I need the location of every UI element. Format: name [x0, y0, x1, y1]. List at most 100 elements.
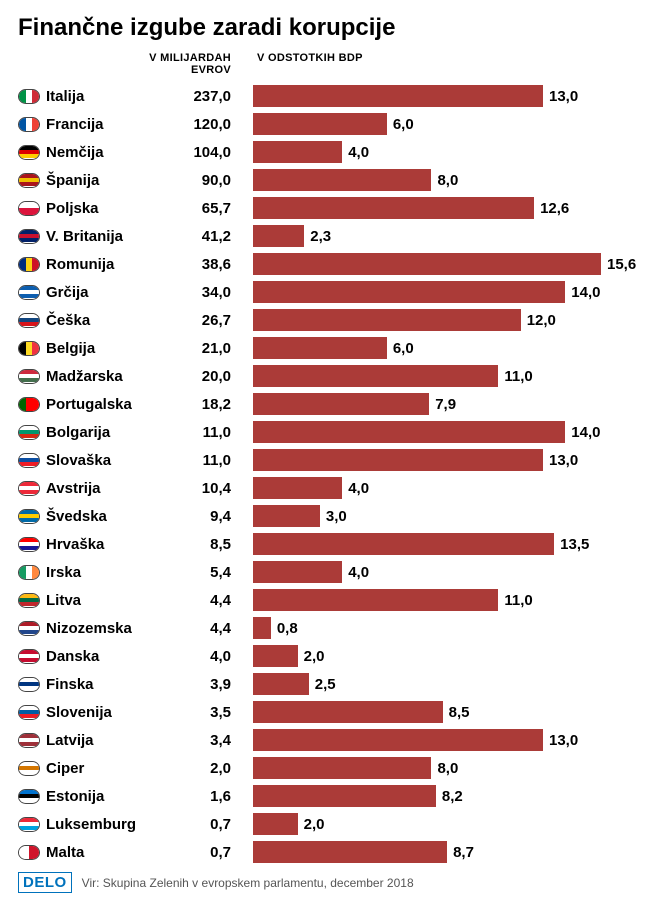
- value-billions: 8,5: [143, 536, 253, 553]
- bar-area: 11,0: [253, 586, 642, 614]
- value-billions: 4,0: [143, 648, 253, 665]
- value-billions: 4,4: [143, 592, 253, 609]
- value-billions: 0,7: [143, 816, 253, 833]
- bar: [253, 449, 543, 471]
- flag-icon: [18, 733, 40, 748]
- table-row: Nizozemska4,40,8: [18, 614, 642, 642]
- bar-area: 2,0: [253, 810, 642, 838]
- table-row: Finska3,92,5: [18, 670, 642, 698]
- bar-area: 3,0: [253, 502, 642, 530]
- value-billions: 104,0: [143, 144, 253, 161]
- country-name: Irska: [18, 564, 143, 581]
- footer: DELO Vir: Skupina Zelenih v evropskem pa…: [18, 872, 642, 893]
- country-name: Belgija: [18, 340, 143, 357]
- bar-area: 14,0: [253, 418, 642, 446]
- bar: [253, 365, 498, 387]
- header-value: V MILIJARDAH EVROV: [143, 52, 253, 76]
- flag-icon: [18, 89, 40, 104]
- pct-label: 13,0: [549, 88, 578, 105]
- flag-icon: [18, 453, 40, 468]
- flag-icon: [18, 649, 40, 664]
- bar: [253, 421, 565, 443]
- bar-area: 2,5: [253, 670, 642, 698]
- bar-area: 13,0: [253, 446, 642, 474]
- table-row: Bolgarija11,014,0: [18, 418, 642, 446]
- bar-area: 6,0: [253, 110, 642, 138]
- flag-icon: [18, 537, 40, 552]
- bar-area: 12,0: [253, 306, 642, 334]
- flag-icon: [18, 173, 40, 188]
- table-row: Italija237,013,0: [18, 82, 642, 110]
- pct-label: 13,0: [549, 452, 578, 469]
- bar: [253, 673, 309, 695]
- bar-area: 12,6: [253, 194, 642, 222]
- value-billions: 237,0: [143, 88, 253, 105]
- bar-area: 7,9: [253, 390, 642, 418]
- value-billions: 21,0: [143, 340, 253, 357]
- table-row: Danska4,02,0: [18, 642, 642, 670]
- bar: [253, 85, 543, 107]
- column-headers: V MILIJARDAH EVROV V ODSTOTKIH BDP: [18, 52, 642, 76]
- pct-label: 8,0: [437, 760, 458, 777]
- value-billions: 1,6: [143, 788, 253, 805]
- country-name: Litva: [18, 592, 143, 609]
- bar-area: 4,0: [253, 138, 642, 166]
- table-row: Francija120,06,0: [18, 110, 642, 138]
- country-name: Finska: [18, 676, 143, 693]
- bar: [253, 841, 447, 863]
- table-row: Nemčija104,04,0: [18, 138, 642, 166]
- bar: [253, 505, 320, 527]
- flag-icon: [18, 705, 40, 720]
- bar: [253, 253, 601, 275]
- table-row: Irska5,44,0: [18, 558, 642, 586]
- country-name: Malta: [18, 844, 143, 861]
- country-name: Hrvaška: [18, 536, 143, 553]
- country-name: Grčija: [18, 284, 143, 301]
- pct-label: 8,7: [453, 844, 474, 861]
- bar-area: 2,3: [253, 222, 642, 250]
- country-name: Slovaška: [18, 452, 143, 469]
- bar: [253, 113, 387, 135]
- logo-delo: DELO: [18, 872, 72, 893]
- pct-label: 14,0: [571, 284, 600, 301]
- pct-label: 2,0: [304, 816, 325, 833]
- bar-area: 8,2: [253, 782, 642, 810]
- flag-icon: [18, 761, 40, 776]
- bar: [253, 701, 443, 723]
- pct-label: 4,0: [348, 144, 369, 161]
- country-name: Portugalska: [18, 396, 143, 413]
- country-name: Ciper: [18, 760, 143, 777]
- value-billions: 3,5: [143, 704, 253, 721]
- country-name: V. Britanija: [18, 228, 143, 245]
- flag-icon: [18, 145, 40, 160]
- flag-icon: [18, 397, 40, 412]
- table-row: Luksemburg0,72,0: [18, 810, 642, 838]
- value-billions: 3,4: [143, 732, 253, 749]
- flag-icon: [18, 593, 40, 608]
- country-name: Slovenija: [18, 704, 143, 721]
- country-name: Latvija: [18, 732, 143, 749]
- value-billions: 9,4: [143, 508, 253, 525]
- bar: [253, 561, 342, 583]
- bar: [253, 169, 431, 191]
- pct-label: 12,0: [527, 312, 556, 329]
- rows-container: Italija237,013,0Francija120,06,0Nemčija1…: [18, 82, 642, 866]
- value-billions: 20,0: [143, 368, 253, 385]
- bar-area: 13,0: [253, 82, 642, 110]
- value-billions: 41,2: [143, 228, 253, 245]
- bar: [253, 337, 387, 359]
- pct-label: 3,0: [326, 508, 347, 525]
- country-name: Španija: [18, 172, 143, 189]
- value-billions: 34,0: [143, 284, 253, 301]
- pct-label: 6,0: [393, 116, 414, 133]
- pct-label: 2,5: [315, 676, 336, 693]
- bar-area: 13,5: [253, 530, 642, 558]
- flag-icon: [18, 677, 40, 692]
- value-billions: 10,4: [143, 480, 253, 497]
- flag-icon: [18, 845, 40, 860]
- country-name: Češka: [18, 312, 143, 329]
- bar: [253, 477, 342, 499]
- flag-icon: [18, 369, 40, 384]
- header-pct: V ODSTOTKIH BDP: [253, 52, 642, 76]
- table-row: Slovaška11,013,0: [18, 446, 642, 474]
